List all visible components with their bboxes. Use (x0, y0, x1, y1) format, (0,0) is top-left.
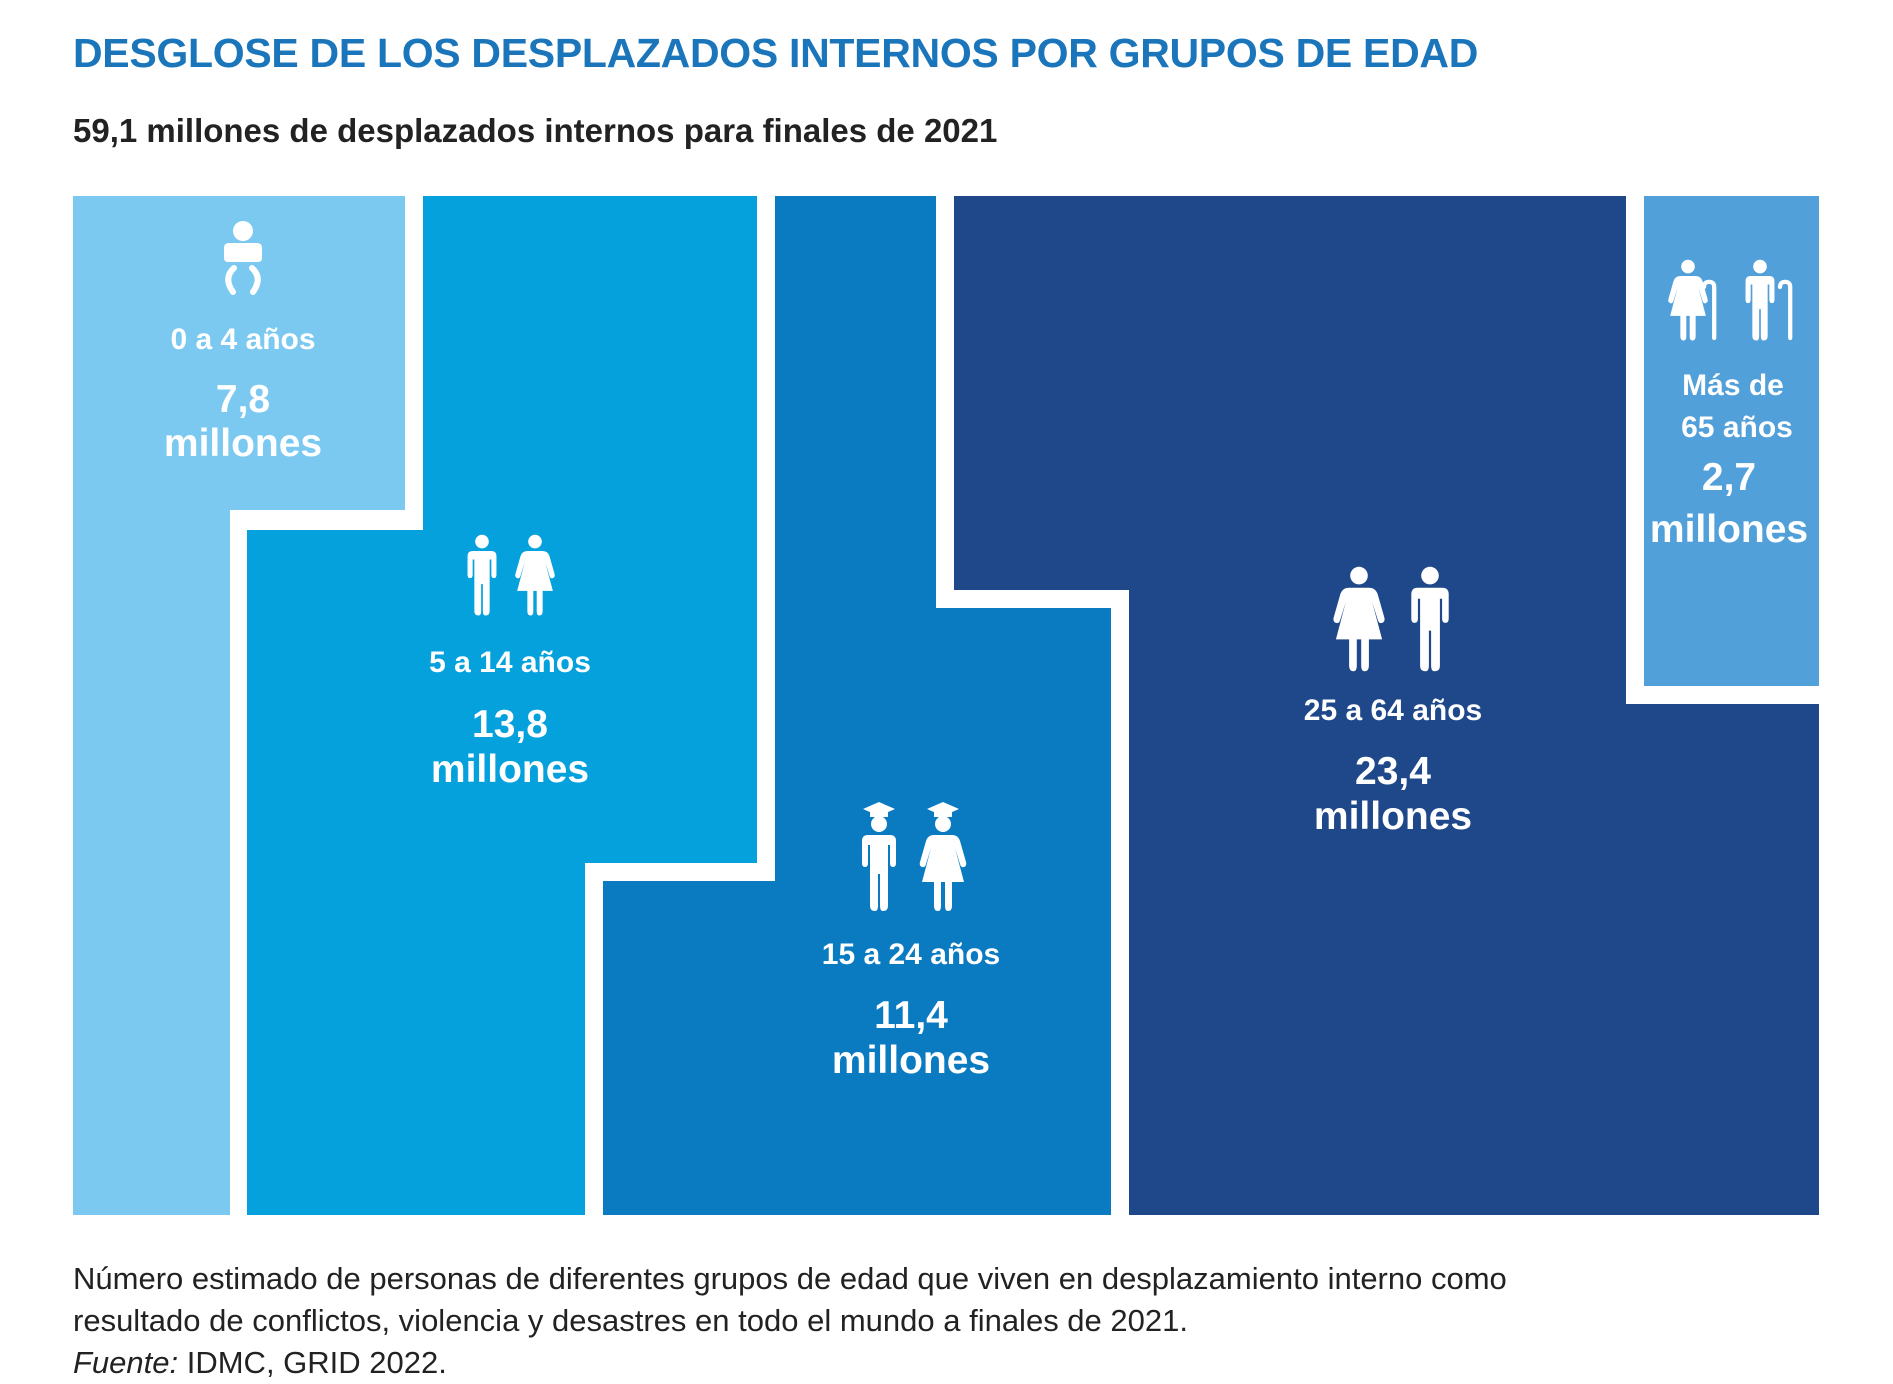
caption-line-2: resultado de conflictos, violencia y des… (73, 1303, 1188, 1338)
unit-label: millones (164, 422, 322, 465)
unit-label: millones (1314, 795, 1472, 838)
value-label: 23,4 (1355, 750, 1431, 793)
caption-source: Fuente: IDMC, GRID 2022. (73, 1342, 1853, 1384)
age-label: 15 a 24 años (822, 938, 1000, 971)
chart-caption: Número estimado de personas de diferente… (73, 1258, 1853, 1384)
age-label: 25 a 64 años (1304, 694, 1482, 727)
unit-label: millones (832, 1039, 990, 1082)
value-label: 11,4 (874, 994, 948, 1037)
chart-title: DESGLOSE DE LOS DESPLAZADOS INTERNOS POR… (73, 30, 1479, 76)
shape-65-plus (1644, 196, 1819, 686)
shape-0-4 (73, 196, 405, 1215)
shape-5-14 (247, 196, 757, 1215)
labels-5-14: 5 a 14 años 13,8 millones (429, 646, 591, 791)
value-label: 13,8 (472, 703, 548, 746)
age-label: 0 a 4 años (170, 323, 315, 356)
unit-label: millones (1650, 508, 1808, 551)
value-label: 7,8 (216, 378, 270, 421)
value-label: 2,7 (1702, 456, 1756, 499)
age-label: Más de (1682, 369, 1784, 402)
chart-subtitle: 59,1 millones de desplazados internos pa… (73, 112, 998, 149)
labels-0-4: 0 a 4 años 7,8 millones (164, 323, 322, 465)
labels-25-64: 25 a 64 años 23,4 millones (1304, 694, 1482, 838)
age-label: 5 a 14 años (429, 646, 591, 679)
labels-65-plus: Más de 65 años 2,7 millones (1650, 369, 1808, 551)
age-label: 65 años (1681, 411, 1793, 444)
source-text: IDMC, GRID 2022. (178, 1345, 447, 1380)
source-label: Fuente: (73, 1345, 179, 1380)
shape-25-64 (954, 196, 1819, 1215)
caption-line-1: Número estimado de personas de diferente… (73, 1261, 1507, 1296)
labels-15-24: 15 a 24 años 11,4 millones (822, 938, 1000, 1082)
shape-15-24 (603, 196, 1111, 1215)
age-group-shapes (73, 196, 1819, 1215)
unit-label: millones (431, 748, 589, 791)
